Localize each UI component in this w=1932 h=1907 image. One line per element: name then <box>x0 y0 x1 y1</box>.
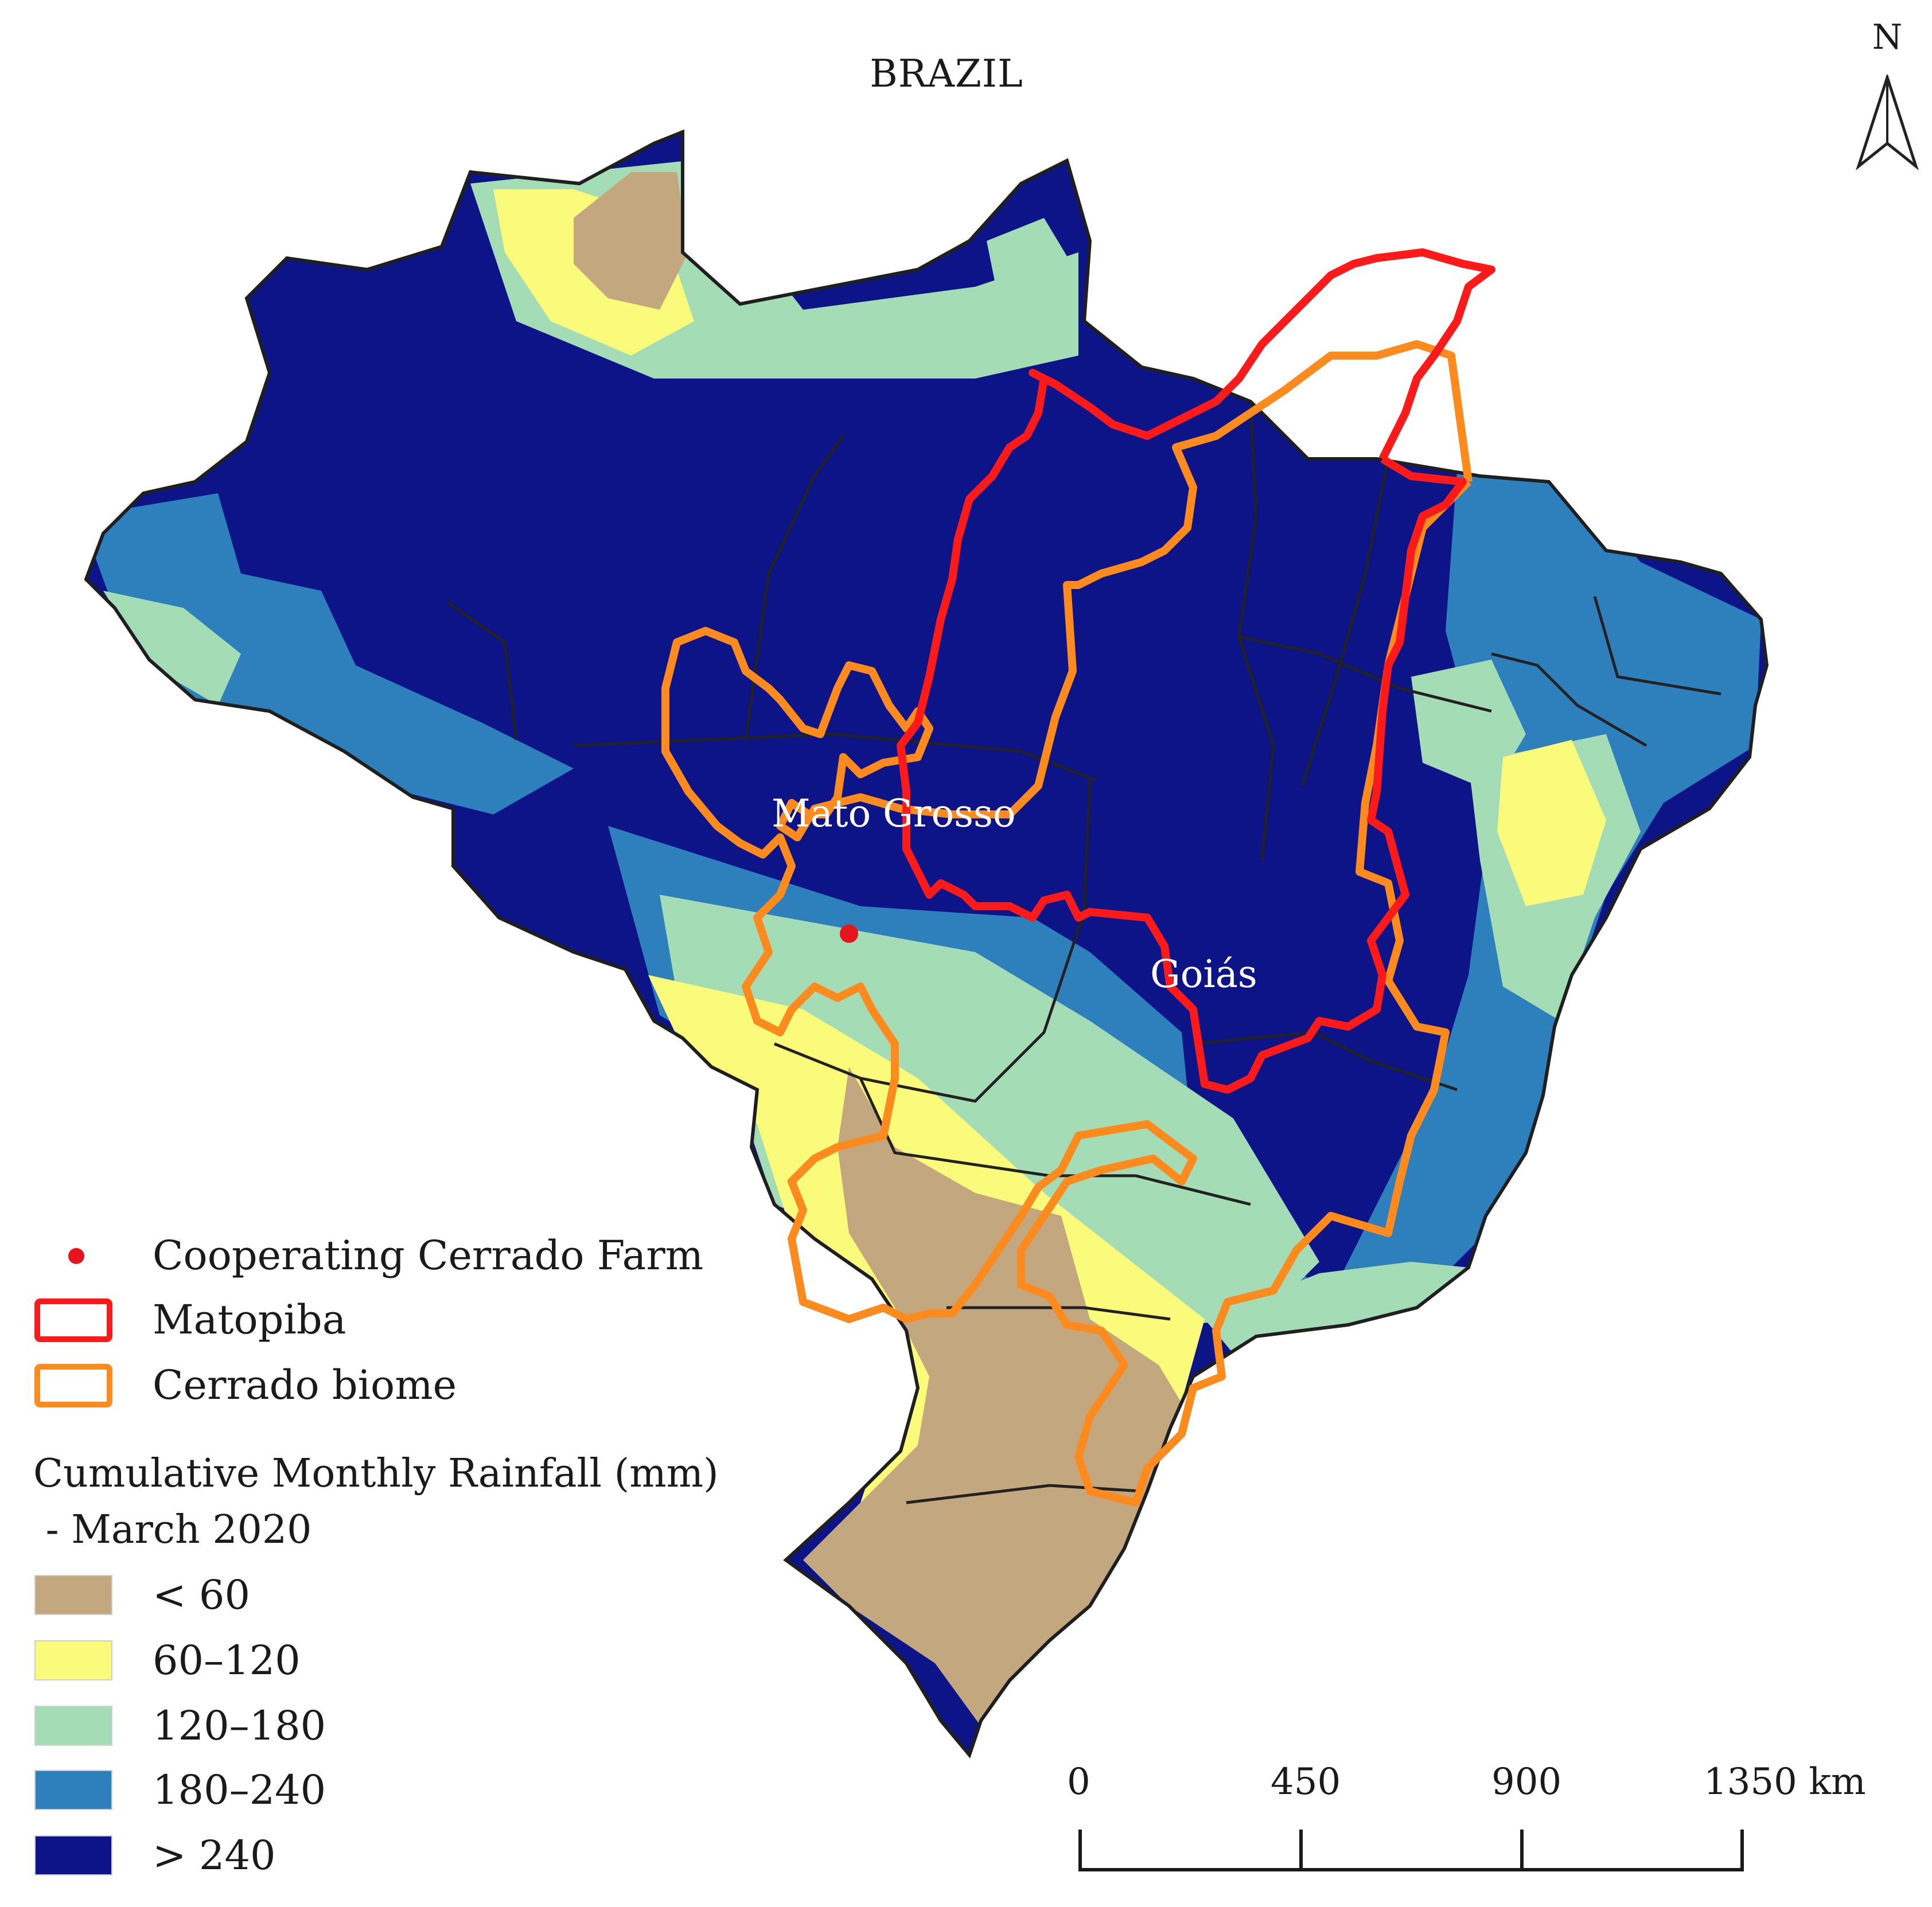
legend-matopiba-label: Matopiba <box>153 1296 346 1343</box>
class-1-swatch <box>34 1575 112 1615</box>
rainfall-zone-west-lightblue <box>86 493 574 814</box>
rainfall-zone-west-green <box>103 591 241 705</box>
rainfall-zone-coast-green <box>1205 1262 1469 1354</box>
scale-tick-1350: 1350 km <box>1704 1761 1866 1803</box>
class-2-swatch <box>34 1640 112 1680</box>
scale-tick-900: 900 <box>1491 1761 1562 1803</box>
legend-class-5-label: > 240 <box>153 1832 276 1879</box>
legend-farm-label: Cooperating Cerrado Farm <box>153 1232 704 1279</box>
scale-tick-0: 0 <box>1067 1761 1090 1803</box>
legend-class-1-label: < 60 <box>153 1571 250 1619</box>
rainfall-zone-amapa-green <box>987 218 1078 356</box>
rainfall-zone-roraima-brown <box>574 172 688 310</box>
cerrado-swatch <box>34 1364 112 1407</box>
label-mato-grosso: Mato Grosso <box>772 791 1016 836</box>
north-arrow-icon <box>1856 75 1919 171</box>
state-borders <box>446 401 1721 1504</box>
cooperating-farm-marker <box>840 925 858 943</box>
map-title: BRAZIL <box>870 52 1023 96</box>
label-goias: Goiás <box>1150 952 1257 996</box>
legend-class-2-label: 60–120 <box>153 1637 301 1684</box>
matopiba-outline <box>897 248 1495 1094</box>
scale-bar-line <box>1078 1830 1744 1871</box>
class-3-swatch <box>34 1706 112 1746</box>
rainfall-legend-heading: Cumulative Monthly Rainfall (mm) <box>33 1451 719 1496</box>
farm-dot-icon <box>68 1248 84 1264</box>
class-5-swatch <box>34 1835 112 1875</box>
rainfall-zone-south-brown <box>803 1067 1193 1726</box>
scale-bar: 0 450 900 1350 km <box>1067 1761 1866 1875</box>
rainfall-zone-bahia-yellow <box>1497 740 1606 906</box>
legend-class-3-label: 120–180 <box>153 1702 326 1749</box>
scale-tick-450: 450 <box>1271 1761 1341 1803</box>
class-4-swatch <box>34 1770 112 1810</box>
rainfall-legend-period: - March 2020 <box>33 1507 312 1553</box>
cerrado-biome-outline <box>661 340 1473 1507</box>
legend-class-4-label: 180–240 <box>153 1766 326 1814</box>
matopiba-swatch <box>34 1298 112 1342</box>
legend-cerrado-label: Cerrado biome <box>153 1362 457 1409</box>
north-letter: N <box>1872 17 1903 57</box>
north-arrow: N <box>1847 17 1927 171</box>
